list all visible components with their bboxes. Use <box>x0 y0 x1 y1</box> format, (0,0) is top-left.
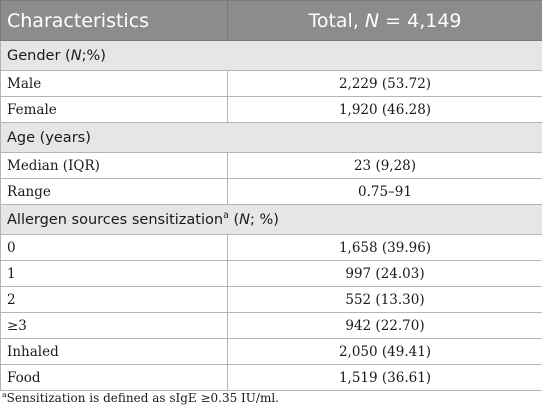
section-gender: Gender (N;%) <box>0 40 542 71</box>
table-row: Range 0.75–91 <box>0 178 542 205</box>
row-label: 0 <box>0 234 228 261</box>
table-row: Male 2,229 (53.72) <box>0 70 542 97</box>
row-label: 2 <box>0 286 228 313</box>
row-label: 1 <box>0 260 228 287</box>
section-title-text: Allergen sources sensitization <box>7 211 224 228</box>
section-age: Age (years) <box>0 122 542 153</box>
section-title: Allergen sources sensitizationa (N; %) <box>0 204 542 235</box>
header-characteristics: Characteristics <box>0 0 228 41</box>
row-value: 942 (22.70) <box>227 312 542 339</box>
row-value: 23 (9,28) <box>227 152 542 179</box>
section-title-suffix: ;%) <box>81 47 106 64</box>
row-value: 0.75–91 <box>227 178 542 205</box>
header-row: Characteristics Total, N = 4,149 <box>0 0 542 41</box>
row-label: Median (IQR) <box>0 152 228 179</box>
section-title: Gender (N;%) <box>0 40 542 71</box>
characteristics-table: Characteristics Total, N = 4,149 Gender … <box>0 0 542 391</box>
section-allergen: Allergen sources sensitizationa (N; %) <box>0 204 542 235</box>
header-total-suffix: = 4,149 <box>379 9 462 32</box>
row-value: 552 (13.30) <box>227 286 542 313</box>
footnote-marker: a <box>2 390 7 399</box>
table-row: ≥3 942 (22.70) <box>0 312 542 339</box>
table-footnote: aSensitization is defined as sIgE ≥0.35 … <box>2 391 279 405</box>
row-value: 997 (24.03) <box>227 260 542 287</box>
row-label: Male <box>0 70 228 97</box>
row-label: Inhaled <box>0 338 228 365</box>
table-row: 0 1,658 (39.96) <box>0 234 542 261</box>
row-value: 1,920 (46.28) <box>227 96 542 123</box>
row-value: 1,519 (36.61) <box>227 364 542 391</box>
row-value: 2,229 (53.72) <box>227 70 542 97</box>
row-value: 2,050 (49.41) <box>227 338 542 365</box>
table-row: 1 997 (24.03) <box>0 260 542 287</box>
row-value: 1,658 (39.96) <box>227 234 542 261</box>
section-title-n: N <box>239 211 250 228</box>
section-title-mid: ( <box>228 211 240 228</box>
table: Characteristics Total, N = 4,149 Gender … <box>0 0 542 391</box>
table-row: Inhaled 2,050 (49.41) <box>0 338 542 365</box>
table-row: Median (IQR) 23 (9,28) <box>0 152 542 179</box>
section-title: Age (years) <box>0 122 542 153</box>
section-title-suffix: ; %) <box>249 211 279 228</box>
header-total-n: N <box>364 9 380 32</box>
section-title-text: Gender ( <box>7 47 71 64</box>
row-label: Food <box>0 364 228 391</box>
table-row: Female 1,920 (46.28) <box>0 96 542 123</box>
row-label: Range <box>0 178 228 205</box>
row-label: ≥3 <box>0 312 228 339</box>
table-row: Food 1,519 (36.61) <box>0 364 542 391</box>
row-label: Female <box>0 96 228 123</box>
footnote-marker: a <box>223 209 229 221</box>
section-title-n: N <box>70 47 82 64</box>
footnote-text: Sensitization is defined as sIgE ≥0.35 I… <box>6 391 279 405</box>
header-total: Total, N = 4,149 <box>227 0 542 41</box>
table-row: 2 552 (13.30) <box>0 286 542 313</box>
header-total-prefix: Total, <box>308 9 365 32</box>
